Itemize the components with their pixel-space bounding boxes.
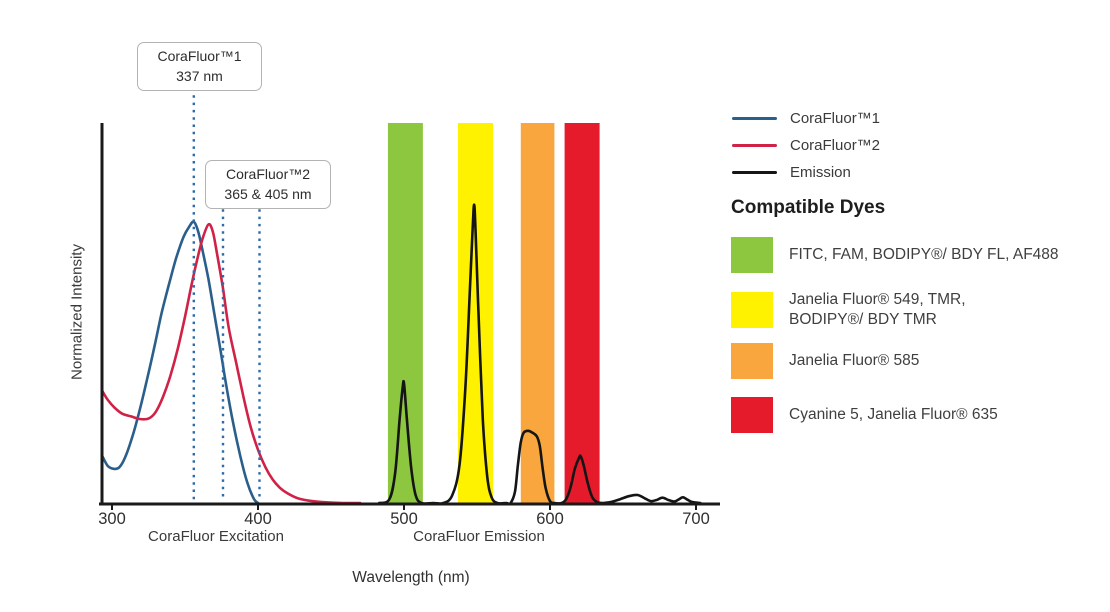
legend-label: CoraFluor™1 xyxy=(790,110,881,127)
callout-corafluor1-title: CoraFluor™1 xyxy=(157,48,242,64)
dye-color-swatch xyxy=(731,291,773,328)
compatible-dyes-list: FITC, FAM, BODIPY®/ BDY FL, AF488 Janelia… xyxy=(731,237,1110,457)
x-tick-label-300: 300 xyxy=(98,510,126,528)
dye-band-3 xyxy=(564,123,600,503)
callout-corafluor1: CoraFluor™1 337 nm xyxy=(137,42,262,91)
legend-line-swatch xyxy=(732,170,777,175)
x-tick-label-700: 700 xyxy=(682,510,710,528)
excitation-region-label: CoraFluor Excitation xyxy=(148,528,284,545)
legend-line-swatch xyxy=(732,143,777,148)
emission-region-label: CoraFluor Emission xyxy=(413,528,545,545)
dye-label: Janelia Fluor® 549, TMR, BODIPY®/ BDY TM… xyxy=(789,291,966,328)
legend-label: CoraFluor™2 xyxy=(790,137,881,154)
dye-color-swatch xyxy=(731,397,773,433)
dye-label: Cyanine 5, Janelia Fluor® 635 xyxy=(789,406,998,424)
dye-row-0: FITC, FAM, BODIPY®/ BDY FL, AF488 xyxy=(731,237,1059,273)
x-tick-label-500: 500 xyxy=(390,510,418,528)
curve-blue xyxy=(100,220,260,505)
x-tick-label-400: 400 xyxy=(244,510,272,528)
dye-band-group xyxy=(387,123,600,503)
dye-label: Janelia Fluor® 585 xyxy=(789,352,920,370)
axis-group xyxy=(99,123,720,510)
callout-corafluor2: CoraFluor™2 365 & 405 nm xyxy=(205,160,331,209)
compatible-dyes-heading: Compatible Dyes xyxy=(731,197,886,218)
legend-line-swatch xyxy=(732,116,777,121)
dye-row-1: Janelia Fluor® 549, TMR, BODIPY®/ BDY TM… xyxy=(731,290,966,330)
callout-corafluor2-title: CoraFluor™2 xyxy=(225,166,311,182)
legend-row-0: CoraFluor™1 xyxy=(732,105,880,132)
x-axis-title: Wavelength (nm) xyxy=(352,569,470,586)
dye-label: FITC, FAM, BODIPY®/ BDY FL, AF488 xyxy=(789,246,1059,264)
dye-band-1 xyxy=(458,123,493,503)
dye-color-swatch xyxy=(731,237,773,273)
dye-color-swatch xyxy=(731,343,773,379)
x-tick-label-600: 600 xyxy=(536,510,564,528)
curve-red xyxy=(100,222,362,505)
dye-band-0 xyxy=(387,123,423,503)
callout-corafluor1-wavelength: 337 nm xyxy=(176,68,223,85)
legend: CoraFluor™1 CoraFluor™2 Emission xyxy=(732,105,880,186)
legend-label: Emission xyxy=(790,164,851,181)
dye-row-2: Janelia Fluor® 585 xyxy=(731,343,919,379)
callout-corafluor2-wavelength: 365 & 405 nm xyxy=(224,186,312,203)
legend-row-2: Emission xyxy=(732,159,880,186)
excitation-marker-group xyxy=(192,88,261,501)
y-axis-title: Normalized Intensity xyxy=(68,244,86,380)
dye-row-3: Cyanine 5, Janelia Fluor® 635 xyxy=(731,397,998,433)
dye-band-2 xyxy=(520,123,555,503)
legend-row-1: CoraFluor™2 xyxy=(732,132,880,159)
